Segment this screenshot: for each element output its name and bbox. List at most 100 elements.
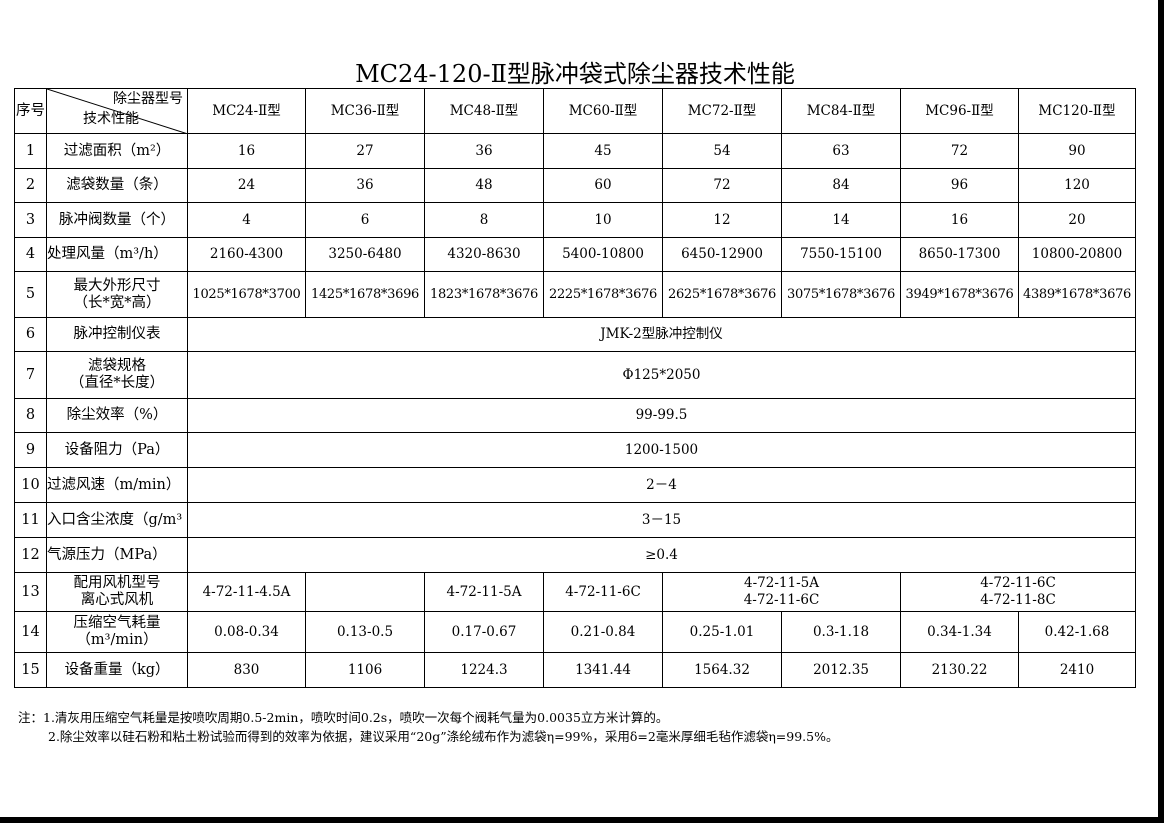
cell-value: 4-72-11-5A <box>744 575 819 591</box>
model-header-cell: MC96-Ⅱ型 <box>900 88 1019 134</box>
row-number: 9 <box>25 441 36 458</box>
value-cell: 3250-6480 <box>305 237 425 272</box>
table-row: 8 除尘效率（%） 99-99.5 <box>14 398 1136 433</box>
model-header-cell: MC24-Ⅱ型 <box>187 88 306 134</box>
row-label: 设备重量（kg） <box>64 661 170 678</box>
row-value: 3－15 <box>641 511 682 528</box>
row-label-sub: 离心式风机 <box>80 592 154 608</box>
value-cell: 6450-12900 <box>662 237 782 272</box>
page-edge <box>0 817 1164 823</box>
cell-value: 54 <box>713 142 731 159</box>
row-label-cell: 设备阻力（Pa） <box>46 432 188 468</box>
value-cell: 72 <box>662 168 782 203</box>
value-cell: 12 <box>662 202 782 238</box>
value-cell: 90 <box>1018 133 1136 169</box>
row-label: 入口含尘浓度（g/m³ <box>47 511 183 528</box>
cell-value: 0.08-0.34 <box>214 623 279 640</box>
table-row: 6 脉冲控制仪表 JMK-2型脉冲控制仪 <box>14 317 1136 352</box>
cell-value: 0.34-1.34 <box>927 623 992 640</box>
value-cell: 63 <box>781 133 901 169</box>
value-cell: 60 <box>543 168 663 203</box>
cell-value: 2625*1678*3676 <box>667 287 777 302</box>
cell-value: 3949*1678*3676 <box>905 287 1014 302</box>
row-label-cell: 入口含尘浓度（g/m³ <box>46 502 188 538</box>
cell-value: 3075*1678*3676 <box>786 287 896 302</box>
value-cell: 4-72-11-4.5A <box>187 572 306 612</box>
corner-header-cell: 除尘器型号 技术性能 <box>46 88 188 134</box>
model-header: MC60-Ⅱ型 <box>568 102 638 119</box>
merged-value-cell: 3－15 <box>187 502 1136 538</box>
cell-value: 20 <box>1068 211 1086 228</box>
cell-value: 60 <box>594 177 612 193</box>
model-header: MC24-Ⅱ型 <box>212 102 281 119</box>
value-cell: 4-72-11-5A <box>424 572 544 612</box>
row-label: 气源压力（MPa） <box>47 546 167 563</box>
value-cell: 4 <box>187 202 306 238</box>
table-row: 5 最大外形尺寸 （长*宽*高） 1025*1678*3700 1425*1678*36… <box>14 271 1136 318</box>
row-label: 压缩空气耗量 <box>73 615 161 631</box>
table-row: 13 配用风机型号 离心式风机 4-72-11-4.5A 4-72-11-5A 4-72-… <box>14 572 1136 612</box>
merged-value-cell: JMK-2型脉冲控制仪 <box>187 317 1136 352</box>
cell-value: 120 <box>1064 177 1090 193</box>
note-1: 注：1.清灰用压缩空气耗量是按喷吹周期0.5-2min，喷吹时间0.2s，喷吹一… <box>18 710 669 725</box>
notes: 注：1.清灰用压缩空气耗量是按喷吹周期0.5-2min，喷吹时间0.2s，喷吹一… <box>18 708 839 746</box>
row-label-cell: 处理风量（m³/h） <box>46 237 188 272</box>
value-cell: 0.34-1.34 <box>900 611 1019 653</box>
corner-top: 除尘器型号 <box>113 91 183 107</box>
cell-value: 72 <box>950 142 969 159</box>
value-cell: 20 <box>1018 202 1136 238</box>
value-cell: 10800-20800 <box>1018 237 1136 272</box>
value-cell: 3075*1678*3676 <box>781 271 901 318</box>
cell-value: 10800-20800 <box>1031 246 1123 262</box>
cell-value: 36 <box>475 142 493 159</box>
row-label: 配用风机型号 <box>73 575 161 591</box>
table-row: 1 过滤面积（m²） 16 27 36 45 54 63 72 90 <box>14 133 1136 169</box>
spec-table: 序号 除尘器型号 技术性能 MC24-Ⅱ型 MC36-Ⅱ型 MC48-Ⅱ型 MC60-Ⅱ型 M… <box>14 88 1136 688</box>
cell-value: 0.17-0.67 <box>451 623 517 640</box>
table-row: 10 过滤风速（m/min） 2－4 <box>14 467 1136 503</box>
value-cell: 16 <box>900 202 1019 238</box>
table-row: 11 入口含尘浓度（g/m³ 3－15 <box>14 502 1136 538</box>
value-cell: 2410 <box>1018 652 1136 688</box>
row-label-cell: 配用风机型号 离心式风机 <box>46 572 188 612</box>
value-cell: 830 <box>187 652 306 688</box>
value-cell: 2130.22 <box>900 652 1019 688</box>
value-cell: 84 <box>781 168 901 203</box>
cell-value: 5400-10800 <box>562 246 644 262</box>
row-number-cell: 15 <box>14 652 47 688</box>
value-cell: 0.13-0.5 <box>305 611 425 653</box>
value-cell: 54 <box>662 133 782 169</box>
table-row: 14 压缩空气耗量 （m³/min） 0.08-0.34 0.13-0.5 0.17-0.… <box>14 611 1136 653</box>
cell-value: 1025*1678*3700 <box>192 287 301 302</box>
value-cell: 4320-8630 <box>424 237 544 272</box>
row-label: 设备阻力（Pa） <box>64 441 170 458</box>
value-cell: 4389*1678*3676 <box>1018 271 1136 318</box>
table-row: 12 气源压力（MPa） ≥0.4 <box>14 537 1136 573</box>
value-cell: 1025*1678*3700 <box>187 271 306 318</box>
cell-value: 4-72-11-5A <box>446 583 522 600</box>
header-row: 序号 除尘器型号 技术性能 MC24-Ⅱ型 MC36-Ⅱ型 MC48-Ⅱ型 MC60-Ⅱ型 M… <box>14 88 1136 134</box>
cell-value: 1425*1678*3696 <box>310 287 420 302</box>
cell-value: 2160-4300 <box>209 246 284 262</box>
seq-header: 序号 <box>16 102 45 119</box>
row-number: 11 <box>21 511 40 528</box>
model-header: MC36-Ⅱ型 <box>330 102 400 119</box>
table-row: 9 设备阻力（Pa） 1200-1500 <box>14 432 1136 468</box>
row-label-cell: 气源压力（MPa） <box>46 537 188 573</box>
cell-value: 3250-6480 <box>328 246 402 262</box>
row-number-cell: 2 <box>14 168 47 203</box>
row-label: 滤袋规格 <box>88 358 146 374</box>
table-row: 7 滤袋规格 （直径*长度） Φ125*2050 <box>14 351 1136 399</box>
model-header-cell: MC60-Ⅱ型 <box>543 88 663 134</box>
merged-value-cell: 2－4 <box>187 467 1136 503</box>
cell-value: 12 <box>713 211 731 228</box>
cell-value: 1823*1678*3676 <box>429 287 539 302</box>
row-label-cell: 脉冲控制仪表 <box>46 317 188 352</box>
row-number: 6 <box>25 326 36 342</box>
cell-value: 2225*1678*3676 <box>548 287 658 302</box>
row-label-cell: 脉冲阀数量（个） <box>46 202 188 238</box>
value-cell: 27 <box>305 133 425 169</box>
table-row: 4 处理风量（m³/h） 2160-4300 3250-6480 4320-8630 54… <box>14 237 1136 272</box>
row-label-sub: （直径*长度） <box>69 375 165 391</box>
cell-value: 84 <box>832 177 850 193</box>
